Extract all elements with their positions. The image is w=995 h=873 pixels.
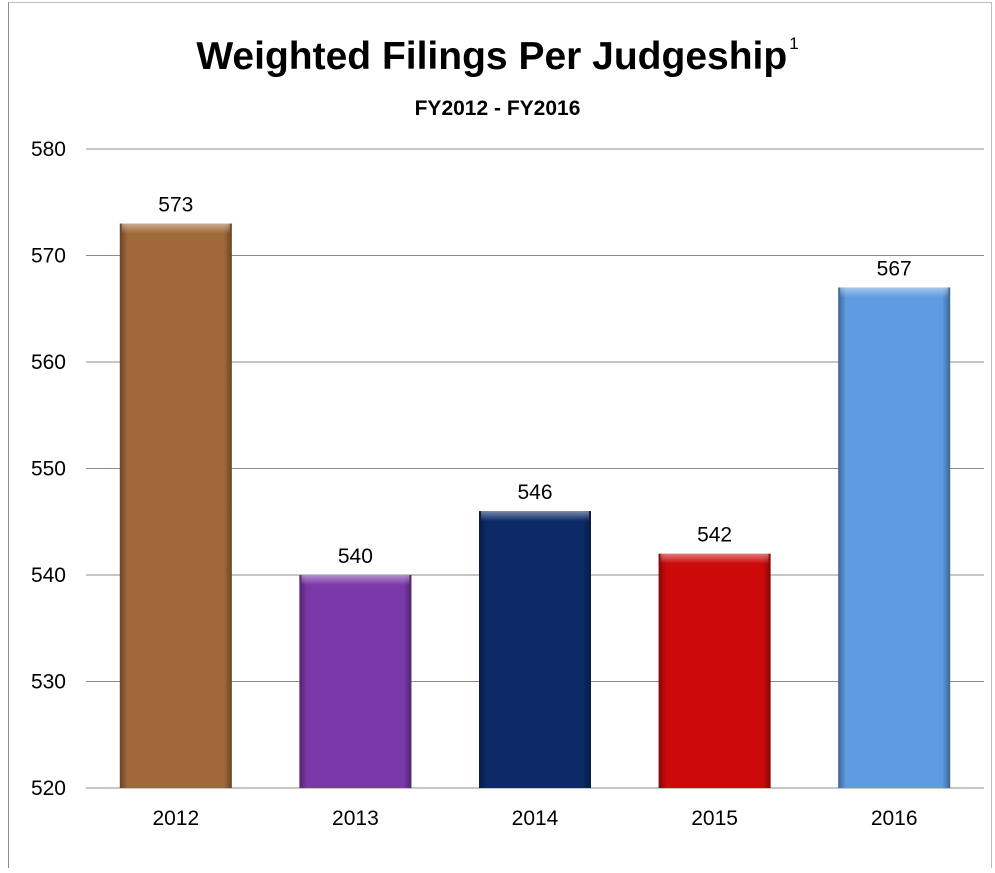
chart-subtitle: FY2012 - FY2016 [414, 97, 581, 120]
title-footnote-marker: 1 [789, 34, 799, 53]
x-axis-ticks: 2012 2013 2014 2015 2016 [152, 807, 917, 830]
data-label-2016: 567 [877, 257, 912, 280]
data-label-2015: 542 [697, 524, 732, 547]
y-tick-label: 580 [31, 138, 66, 161]
bar-top-highlight [481, 511, 589, 522]
y-tick-label: 560 [31, 351, 66, 374]
bar-top-highlight [660, 553, 769, 564]
bar-bevel [479, 511, 591, 788]
bar-bevel [119, 223, 232, 789]
bar-bevel [658, 553, 771, 788]
data-label-2013: 540 [338, 545, 373, 568]
chart-frame [8, 2, 992, 868]
y-tick-label: 520 [31, 777, 66, 800]
bar-top-highlight [840, 287, 949, 298]
bar-2016 [838, 287, 951, 788]
chart-title: Weighted Filings Per Judgeship 1 [0, 34, 995, 79]
data-label-2012: 573 [158, 194, 193, 217]
y-tick-label: 550 [31, 458, 66, 481]
y-tick-label: 570 [31, 245, 66, 268]
bar-2015 [658, 553, 771, 788]
bar-2013 [299, 575, 412, 788]
bar-top-highlight [301, 575, 410, 585]
y-tick-label: 530 [31, 671, 66, 694]
chart-title-text: Weighted Filings Per Judgeship [196, 35, 788, 78]
data-label-2014: 546 [517, 481, 552, 504]
data-labels: 573 540 546 542 567 [158, 194, 911, 568]
bar-bevel [299, 575, 412, 788]
x-tick-label-2014: 2014 [512, 807, 559, 830]
x-tick-label-2015: 2015 [691, 807, 738, 830]
bars [119, 223, 951, 789]
bar-top-highlight [121, 223, 230, 234]
x-tick-label-2012: 2012 [152, 807, 199, 830]
x-tick-label-2013: 2013 [332, 807, 379, 830]
bar-2012 [119, 223, 232, 789]
x-tick-label-2016: 2016 [871, 807, 918, 830]
bar-2014 [479, 511, 591, 788]
y-tick-label: 540 [31, 564, 66, 587]
y-axis-ticks: 520 530 540 550 560 570 580 [31, 138, 66, 800]
bar-bevel [838, 287, 951, 788]
